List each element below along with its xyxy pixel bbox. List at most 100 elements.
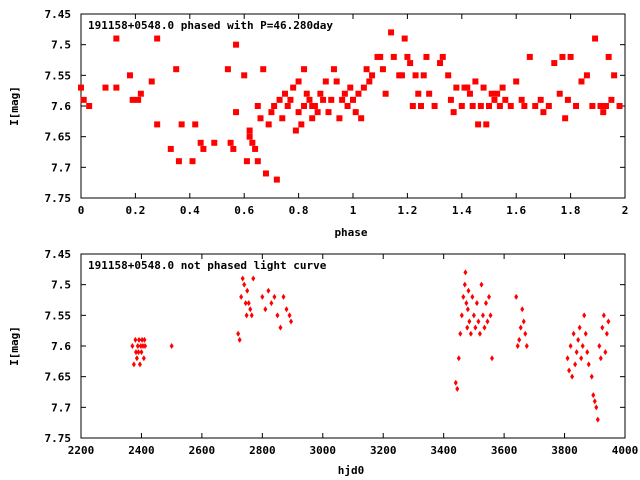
data-point <box>80 96 87 103</box>
data-point <box>466 90 473 97</box>
x-tick-label: 0.6 <box>234 204 254 217</box>
data-point <box>474 300 479 307</box>
data-point <box>254 103 261 109</box>
data-point <box>154 35 161 42</box>
x-tick-labels: 0 0.2 0.4 0.6 0.8 1 1.2 1.4 1.6 1.8 2 <box>78 204 629 217</box>
data-point <box>471 312 476 319</box>
data-point <box>517 336 522 343</box>
data-point <box>341 90 348 97</box>
data-point <box>488 312 493 319</box>
data-point <box>567 367 572 374</box>
data-point <box>461 293 466 300</box>
data-point <box>192 121 199 128</box>
x-tick-label: 0.2 <box>125 204 145 217</box>
y-tick-label: 7.75 <box>45 432 72 445</box>
data-point <box>485 318 490 325</box>
data-point <box>426 90 433 97</box>
data-point <box>412 72 419 79</box>
y-axis-label: I[mag] <box>8 326 21 366</box>
data-point <box>273 176 280 183</box>
data-point <box>137 361 142 368</box>
data-point <box>78 84 84 91</box>
data-point <box>248 306 253 313</box>
data-point <box>487 293 491 300</box>
data-point <box>131 361 136 368</box>
plot-title: 191158+0548.0 not phased light curve <box>88 259 327 272</box>
data-point <box>268 109 275 116</box>
data-point <box>284 306 289 313</box>
data-point <box>246 127 253 134</box>
data-point <box>333 78 340 85</box>
data-point <box>138 343 143 349</box>
data-point <box>473 324 478 331</box>
data-point <box>140 343 145 349</box>
data-point <box>137 336 142 343</box>
data-point <box>598 355 603 362</box>
data-point <box>507 103 514 109</box>
data-point <box>515 343 520 349</box>
y-tick-label: 7.55 <box>45 69 72 82</box>
x-tick-label: 3600 <box>491 444 518 457</box>
y-tick-label: 7.6 <box>51 340 71 353</box>
data-point <box>306 96 313 103</box>
data-point <box>287 96 294 103</box>
data-point <box>589 373 594 380</box>
data-point <box>134 349 139 356</box>
x-tick-label: 4000 <box>612 444 639 457</box>
data-point <box>260 66 267 73</box>
data-point <box>284 103 291 109</box>
data-point <box>520 306 525 313</box>
data-point <box>241 72 248 79</box>
data-point <box>143 343 148 349</box>
data-point <box>126 72 133 79</box>
data-point <box>453 84 460 91</box>
data-point <box>490 355 495 362</box>
data-point <box>245 287 250 294</box>
data-point <box>113 84 120 91</box>
data-point <box>482 324 487 331</box>
data-point <box>350 96 356 103</box>
data-point <box>477 330 482 337</box>
data-point <box>480 312 485 319</box>
data-point <box>390 53 397 60</box>
data-point <box>252 145 259 152</box>
data-point <box>514 293 519 300</box>
data-point <box>135 343 140 349</box>
data-point <box>86 103 93 109</box>
data-point <box>605 53 612 60</box>
x-tick-label: 1.4 <box>452 204 472 217</box>
data-point <box>499 84 506 91</box>
data-point <box>130 343 135 349</box>
data-point <box>134 355 139 362</box>
data-point <box>608 96 615 103</box>
y-tick-label: 7.7 <box>51 401 71 414</box>
data-point <box>382 90 389 97</box>
data-point <box>537 96 544 103</box>
data-point <box>249 139 256 146</box>
data-point <box>462 281 467 288</box>
data-point <box>142 336 147 343</box>
data-point <box>469 103 476 109</box>
data-point <box>488 90 495 97</box>
data-point <box>242 281 247 288</box>
data-point <box>465 306 470 313</box>
data-point <box>580 343 585 349</box>
data-point <box>325 109 332 116</box>
data-point <box>464 84 471 91</box>
data-point <box>576 336 581 343</box>
data-point <box>611 72 618 79</box>
data-point <box>295 109 302 116</box>
y-tick-labels: 7.45 7.5 7.55 7.6 7.65 7.7 7.75 <box>45 248 72 445</box>
data-point <box>230 145 237 152</box>
data-point <box>476 318 481 325</box>
x-tick-label: 1.8 <box>561 204 581 217</box>
data-point <box>173 66 180 73</box>
data-point <box>591 392 596 399</box>
data-point <box>604 330 609 337</box>
data-point <box>301 66 308 73</box>
data-point <box>197 139 204 146</box>
data-point <box>301 103 308 109</box>
data-point <box>271 103 278 109</box>
data-point <box>600 109 607 116</box>
data-point <box>415 90 422 97</box>
